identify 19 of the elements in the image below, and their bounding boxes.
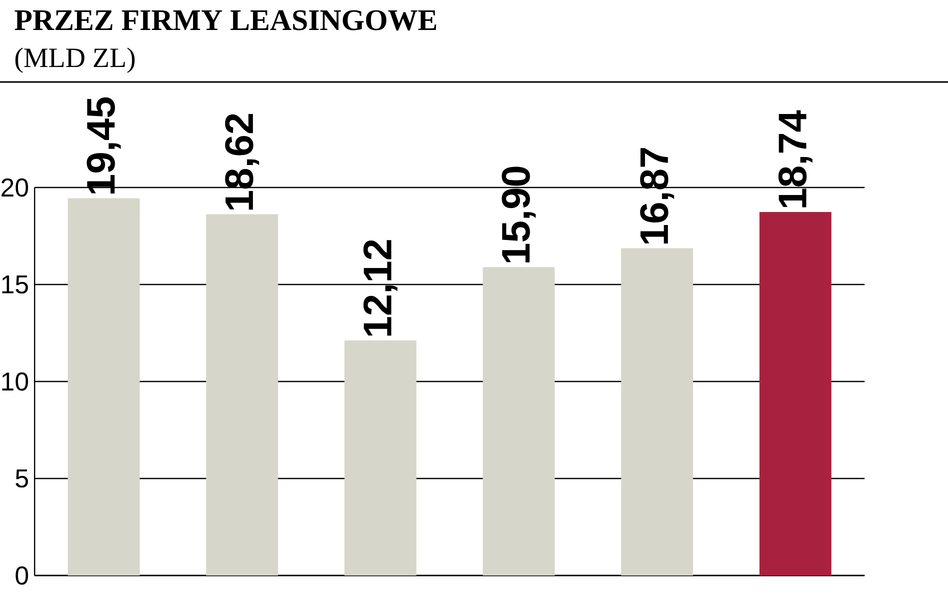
bar [206,214,278,576]
bar [344,340,416,576]
data-label: 16,87 [640,148,674,244]
chart-title: PRZEZ FIRMY LEASINGOWE [14,10,436,30]
data-label: 19,45 [86,97,121,194]
data-label: 18,62 [225,114,260,210]
bar [759,212,832,576]
data-label: 12,12 [363,240,398,336]
y-tick-label: 5 [16,469,28,488]
y-tick-label: 20 [2,178,28,197]
y-tick-label: 10 [2,372,28,391]
data-label: 18,74 [778,110,812,208]
y-tick-label: 0 [16,566,28,585]
y-tick-label: 15 [2,275,28,294]
chart-subtitle: (MLD ZL) [15,48,135,73]
bar [621,248,694,576]
data-label: 15,90 [502,166,536,262]
bar [482,267,555,576]
bar [68,198,140,576]
